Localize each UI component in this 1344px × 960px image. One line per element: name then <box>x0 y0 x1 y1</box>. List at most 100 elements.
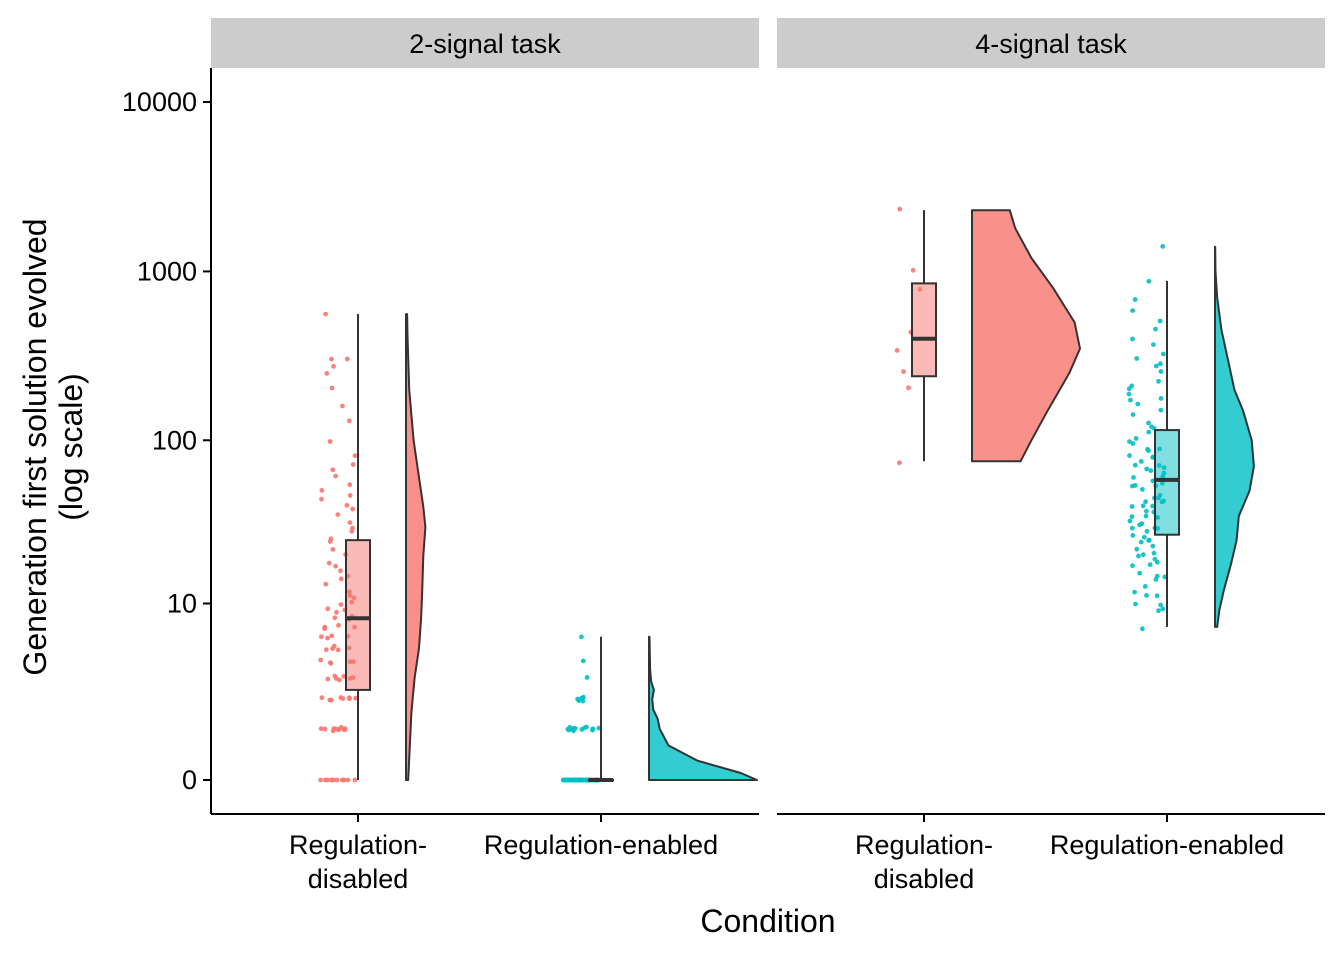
panels-layer: 0 10 100 1000 10000 2-signal task Regulation-d… <box>122 18 1325 894</box>
box <box>345 539 371 691</box>
y-axis-title: Generation first solution evolved (log s… <box>17 218 89 675</box>
data-point <box>340 403 345 409</box>
data-point <box>332 615 338 621</box>
data-point <box>1140 552 1146 558</box>
group-regulation-disabled: Regulation-disabled <box>289 311 427 894</box>
data-point <box>1141 534 1147 540</box>
data-point <box>1149 424 1154 430</box>
data-point <box>319 695 325 701</box>
data-point <box>1146 537 1152 543</box>
data-point <box>901 369 906 374</box>
data-point <box>324 371 330 376</box>
data-point <box>1132 462 1138 468</box>
data-point <box>1142 584 1148 589</box>
data-point <box>579 727 585 732</box>
x-tick-label: Regulation- <box>289 830 427 860</box>
data-point <box>338 602 344 607</box>
data-point <box>1127 518 1133 524</box>
data-point <box>318 777 323 783</box>
x-axis-title: Condition <box>700 903 835 939</box>
data-point <box>350 525 355 531</box>
data-point <box>596 725 602 731</box>
data-point <box>353 695 358 701</box>
data-point <box>1129 504 1135 509</box>
facet-strip <box>777 18 1325 68</box>
data-point <box>1138 459 1144 464</box>
data-point <box>565 777 571 783</box>
data-point <box>1160 606 1166 612</box>
data-point <box>584 724 589 730</box>
data-point <box>338 576 344 582</box>
data-point <box>1158 407 1164 413</box>
data-point <box>1127 453 1132 458</box>
group-regulation-disabled: Regulation-disabled <box>855 206 1081 894</box>
y-tick-label: 1000 <box>137 256 197 286</box>
data-point <box>910 267 916 273</box>
data-point <box>1158 369 1164 374</box>
data-point <box>333 676 339 681</box>
data-point <box>345 777 351 783</box>
density-cloud <box>648 635 758 781</box>
y-axis-title-line-1: Generation first solution evolved <box>17 218 53 675</box>
data-point <box>1158 396 1164 401</box>
data-point <box>327 439 333 444</box>
data-point <box>580 658 586 664</box>
density-cloud <box>971 209 1081 463</box>
data-point <box>1146 420 1151 426</box>
data-point <box>339 777 345 783</box>
data-point <box>350 462 356 467</box>
data-point <box>1139 521 1145 527</box>
data-point <box>1132 589 1137 595</box>
data-point <box>1157 318 1163 324</box>
data-point <box>347 520 353 525</box>
data-point <box>327 697 333 703</box>
data-point <box>1130 336 1135 342</box>
y-axis: 0 10 100 1000 10000 <box>122 68 212 814</box>
data-point <box>570 726 576 732</box>
data-point <box>338 568 343 574</box>
data-point <box>329 356 334 362</box>
x-tick-label: Regulation- <box>855 830 993 860</box>
data-point <box>897 460 902 466</box>
data-point <box>584 675 590 680</box>
data-point <box>1140 503 1146 509</box>
data-point <box>1144 508 1149 514</box>
panel-2: 4-signal taskRegulation-disabledRegulati… <box>777 18 1325 894</box>
data-point <box>1148 468 1154 473</box>
axes-layer: Condition Generation first solution evol… <box>17 218 836 939</box>
data-point <box>346 418 352 424</box>
y-tick-label: 10000 <box>122 87 197 117</box>
data-point <box>1146 278 1152 284</box>
data-point <box>329 777 334 783</box>
data-point <box>580 698 586 704</box>
data-point <box>333 473 339 479</box>
data-point <box>344 356 350 362</box>
data-point <box>1129 514 1135 520</box>
x-tick-label: disabled <box>874 864 975 894</box>
group-regulation-enabled: Regulation-enabled <box>1050 244 1284 860</box>
data-point <box>318 657 324 663</box>
data-point <box>325 606 331 612</box>
data-point <box>1132 297 1138 302</box>
data-point <box>347 482 353 488</box>
data-point <box>333 563 338 569</box>
data-point <box>1126 391 1132 397</box>
data-point <box>1147 562 1153 568</box>
data-point <box>1133 436 1139 441</box>
y-tick-label: 0 <box>182 765 197 795</box>
data-point <box>328 536 334 542</box>
data-point <box>566 727 572 733</box>
data-point <box>1128 397 1133 403</box>
data-point <box>1154 573 1160 579</box>
data-point <box>350 506 356 512</box>
density-cloud <box>405 313 427 781</box>
data-point <box>342 726 348 732</box>
data-point <box>1130 441 1136 446</box>
data-point <box>1144 528 1150 534</box>
data-point <box>328 660 334 666</box>
data-point <box>352 777 358 783</box>
data-point <box>1151 550 1157 556</box>
group-regulation-enabled: Regulation-enabled <box>484 634 758 860</box>
data-point <box>330 728 336 734</box>
